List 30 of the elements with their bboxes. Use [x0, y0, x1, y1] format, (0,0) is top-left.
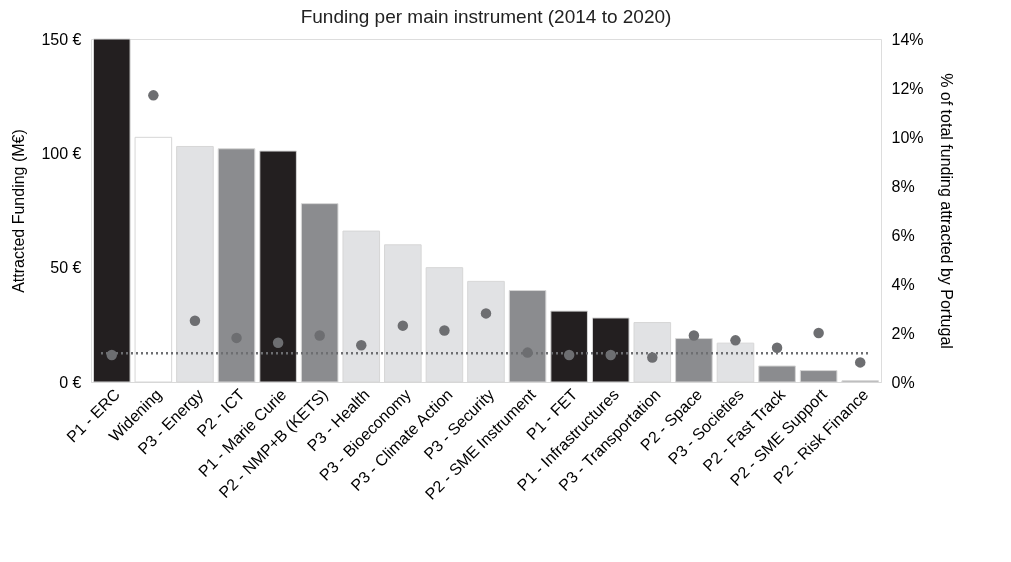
- y2-tick-label: 2%: [891, 324, 915, 342]
- y-tick-label: 100 €: [41, 144, 82, 162]
- point: [439, 325, 450, 336]
- y2-tick-label: 0%: [891, 373, 915, 391]
- point: [730, 335, 741, 346]
- y2-tick-label: 10%: [891, 128, 924, 146]
- point: [148, 90, 159, 101]
- y2-tick-label: 8%: [891, 177, 915, 195]
- point: [480, 308, 492, 319]
- y-tick-label: 150 €: [41, 30, 82, 48]
- y2-tick-label: 14%: [891, 30, 924, 48]
- point: [854, 357, 866, 368]
- point: [356, 340, 367, 351]
- point: [189, 315, 201, 326]
- y2-tick-label: 4%: [891, 275, 915, 293]
- y-axis-title: Attracted Funding (M€): [10, 129, 28, 293]
- point: [771, 342, 783, 353]
- point: [397, 320, 409, 331]
- y-tick-label: 50 €: [50, 259, 82, 277]
- point: [813, 327, 824, 339]
- y2-tick-label: 6%: [891, 226, 915, 244]
- y-tick-label: 0 €: [59, 373, 82, 391]
- point: [688, 330, 700, 341]
- chart-title: Funding per main instrument (2014 to 2020): [300, 6, 672, 27]
- point: [231, 332, 242, 344]
- point: [272, 337, 284, 349]
- point: [647, 352, 658, 363]
- y2-axis-title: % of total funding attracted by Portugal: [937, 73, 955, 349]
- y2-tick-label: 12%: [891, 79, 924, 97]
- point: [314, 330, 325, 341]
